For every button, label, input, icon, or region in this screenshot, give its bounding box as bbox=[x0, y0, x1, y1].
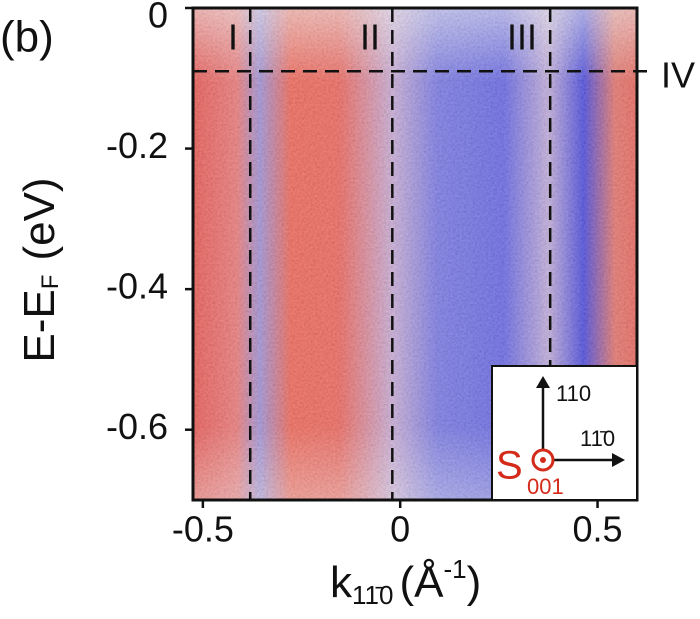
x-axis-label: k11̄0 (Å-1) bbox=[330, 554, 481, 610]
inset-axis-up: 110 bbox=[556, 381, 591, 406]
y-label-unit: (eV) bbox=[15, 177, 64, 260]
plot-area: -0.5 0 0.5 0 -0.2 -0.4 -0.6 bbox=[106, 0, 655, 550]
x-label-close: ) bbox=[467, 558, 482, 607]
x-label-symbol: k bbox=[330, 558, 353, 607]
inset-symbol: S bbox=[496, 444, 523, 488]
panel-label: (b) bbox=[0, 13, 54, 62]
region-label: IV bbox=[661, 55, 695, 96]
x-label-unit: (Å bbox=[399, 558, 444, 607]
y-tick-label: -0.4 bbox=[106, 266, 168, 307]
y-tick-label: -0.6 bbox=[106, 406, 168, 447]
y-tick-label: 0 bbox=[148, 0, 168, 36]
arrow-head bbox=[536, 376, 550, 388]
x-tick-label: 0.5 bbox=[573, 509, 623, 550]
x-label-sup: -1 bbox=[443, 554, 466, 584]
x-label-sub: 11̄0 bbox=[352, 580, 393, 610]
out-of-plane-symbol bbox=[531, 448, 555, 472]
y-label-main: E-E bbox=[15, 289, 64, 362]
inset-axis-right: 11̄0 bbox=[580, 426, 615, 451]
inset: 110 11̄0 S 001 bbox=[491, 365, 638, 501]
y-axis-label: E-EF (eV) bbox=[15, 177, 65, 362]
y-tick-label: -0.2 bbox=[106, 125, 168, 166]
inset-box bbox=[491, 365, 638, 501]
region-label: I bbox=[228, 17, 238, 58]
x-tick-label: -0.5 bbox=[172, 509, 234, 550]
x-tick-label: 0 bbox=[390, 509, 410, 550]
region-label: II bbox=[360, 17, 380, 58]
region-label: III bbox=[507, 17, 537, 58]
y-label-sub: F bbox=[37, 275, 64, 290]
out-of-plane-dot bbox=[540, 457, 546, 463]
arrow-head bbox=[612, 453, 625, 467]
inset-subscript: 001 bbox=[527, 474, 564, 499]
plot-frame bbox=[191, 6, 639, 502]
